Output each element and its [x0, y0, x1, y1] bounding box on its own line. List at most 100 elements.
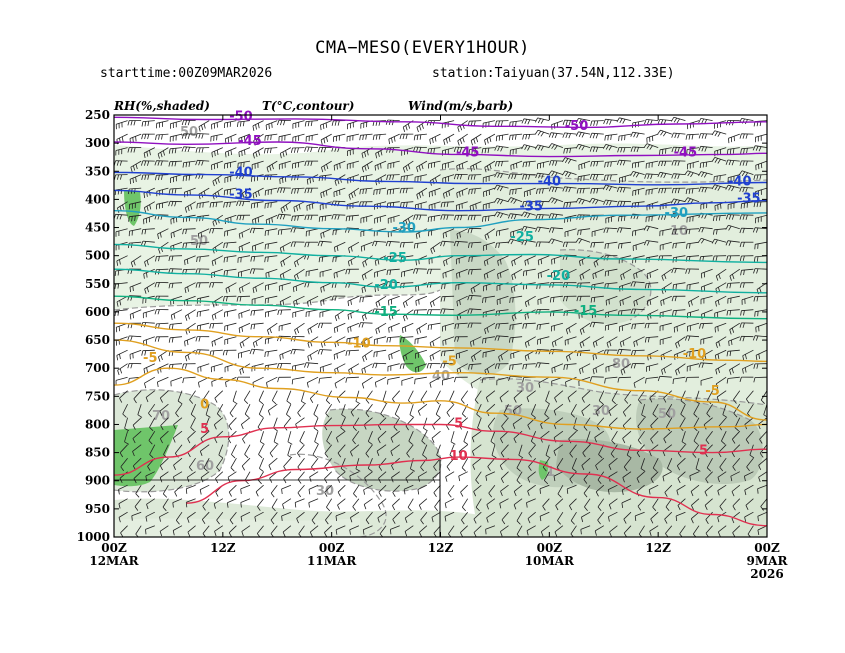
wind-barb-feather	[202, 202, 204, 208]
wind-barb-feather	[567, 172, 572, 178]
wind-barb-feather	[698, 227, 702, 233]
wind-barb-feather	[149, 150, 151, 156]
wind-barb	[673, 255, 686, 258]
wind-barb-feather	[729, 283, 732, 289]
wind-barb	[622, 417, 632, 426]
wind-barb-feather	[432, 354, 435, 360]
wind-barb	[211, 363, 223, 368]
wind-barb-feather	[376, 189, 378, 195]
wind-barb-feather	[320, 287, 322, 293]
wind-barb-feather	[362, 189, 364, 195]
wind-barb-feather	[253, 310, 256, 316]
wind-barb-feather	[701, 356, 704, 362]
wind-barb-feather	[509, 365, 511, 371]
wind-barb	[162, 498, 169, 508]
wind-barb	[501, 511, 509, 521]
wind-barb-feather	[211, 152, 213, 158]
wind-barb-feather	[611, 400, 616, 405]
wind-barb-feather	[555, 160, 558, 166]
wind-barb	[578, 228, 591, 231]
wind-barb-feather	[310, 147, 313, 153]
wind-barb	[700, 295, 713, 300]
wind-barb-feather	[253, 203, 256, 209]
wind-barb-feather	[430, 216, 432, 222]
wind-barb	[537, 214, 550, 216]
wind-barb-feather	[621, 489, 624, 495]
wind-barb-feather	[132, 451, 135, 457]
wind-barb	[238, 349, 251, 354]
wind-barb-feather	[609, 119, 612, 125]
wind-barb	[374, 308, 387, 311]
wind-barb	[297, 471, 305, 480]
wind-barb-feather	[690, 518, 694, 524]
wind-barb-feather	[470, 215, 473, 221]
wind-barb-feather	[175, 412, 179, 418]
wind-barb-feather	[568, 120, 571, 126]
wind-barb-feather	[468, 257, 470, 263]
wind-barb	[374, 362, 387, 365]
wind-barb-feather	[568, 133, 571, 139]
wind-barb	[292, 376, 305, 380]
wind-barb	[283, 417, 292, 427]
wind-barb-feather	[507, 213, 511, 219]
wind-barb	[487, 417, 496, 427]
wind-barb	[387, 336, 400, 338]
wind-barb	[431, 430, 441, 439]
wind-barb-feather	[568, 272, 570, 278]
y-tick-label: 800	[85, 417, 110, 431]
wind-barb-feather	[446, 412, 451, 417]
wind-barb-feather	[426, 282, 429, 288]
wind-barb	[714, 228, 727, 231]
wind-barb-feather	[589, 322, 593, 328]
wind-barb	[688, 295, 700, 303]
wind-barb-feather	[660, 130, 664, 136]
wind-barb	[623, 525, 632, 534]
wind-barb	[594, 430, 605, 438]
wind-barb	[268, 457, 278, 466]
chart-title: CMA−MESO(EVERY1HOUR)	[315, 38, 530, 58]
wind-barb-feather	[127, 120, 130, 126]
wind-barb-feather	[443, 139, 446, 146]
wind-barb-feather	[336, 353, 338, 359]
wind-barb-feather	[702, 162, 705, 168]
wind-barb-feather	[581, 516, 584, 523]
wind-barb-feather	[489, 164, 492, 170]
wind-barb-feather	[703, 172, 708, 178]
wind-barb	[565, 376, 577, 383]
wind-barb	[523, 118, 536, 121]
wind-barb-feather	[173, 313, 176, 319]
wind-barb-feather	[376, 450, 380, 456]
wind-barb	[115, 228, 128, 233]
wind-barb-feather	[323, 286, 325, 292]
wind-barb-feather	[755, 327, 757, 333]
wind-barb-feather	[203, 467, 208, 472]
wind-barb	[510, 160, 523, 166]
wind-barb-feather	[701, 187, 704, 193]
wind-barb-feather	[557, 520, 561, 525]
wind-barb-feather	[389, 189, 392, 195]
wind-barb-feather	[500, 146, 503, 152]
wind-barb-feather	[661, 275, 664, 281]
wind-barb-feather	[549, 160, 552, 166]
wind-barb	[129, 187, 142, 190]
wind-barb-feather	[249, 228, 253, 234]
wind-barb-feather	[565, 381, 567, 387]
temperature-contour	[114, 423, 767, 476]
wind-barb-feather	[280, 363, 283, 369]
wind-barb-feather	[440, 202, 443, 208]
wind-barb-feather	[359, 189, 361, 195]
wind-barb	[705, 525, 713, 534]
wind-barb	[636, 444, 645, 454]
wind-barb-feather	[589, 197, 593, 203]
wind-barb-feather	[508, 337, 511, 343]
wind-barb-feather	[651, 216, 653, 222]
wind-barb-feather	[486, 368, 490, 374]
wind-barb-feather	[513, 397, 517, 403]
wind-barb	[485, 471, 496, 477]
wind-barb-feather	[649, 145, 653, 150]
wind-barb	[265, 228, 278, 232]
wind-barb-feather	[158, 256, 160, 262]
wind-barb-feather	[472, 451, 475, 456]
wind-barb	[568, 430, 577, 440]
wind-barb-feather	[129, 287, 131, 293]
